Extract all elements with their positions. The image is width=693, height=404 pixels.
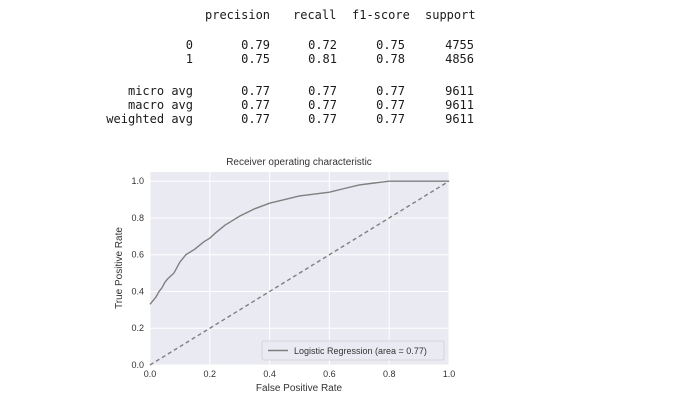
ticks: 0.0 0.2 0.4 0.6 0.8 1.0 0.0 0.2 0.4 0.6 0.8 1.0 [131, 176, 455, 379]
row-f1: 0.77 [376, 84, 405, 98]
row-f1: 0.77 [376, 112, 405, 126]
y-tick-label: 0.0 [131, 360, 144, 370]
row-recall: 0.77 [308, 84, 337, 98]
row-f1: 0.77 [376, 98, 405, 112]
chance-diagonal-line [149, 180, 450, 366]
x-axis-label: False Positive Rate [256, 383, 343, 394]
x-tick-label: 0.4 [263, 369, 276, 379]
row-support: 4856 [445, 52, 474, 66]
row-recall: 0.72 [308, 38, 337, 52]
legend: Logistic Regression (area = 0.77) [261, 340, 445, 361]
row-label: micro avg [127, 84, 193, 98]
row-precision: 0.77 [241, 98, 270, 112]
header-support: support [425, 8, 476, 22]
row-support: 9611 [445, 98, 474, 112]
x-tick-label: 1.0 [443, 369, 456, 379]
row-recall: 0.81 [308, 52, 337, 66]
x-tick-label: 0.6 [323, 369, 336, 379]
header-recall: recall [293, 8, 337, 22]
y-tick-label: 0.8 [131, 213, 144, 223]
row-precision: 0.77 [241, 112, 270, 126]
row-f1: 0.78 [376, 52, 405, 66]
legend-box [261, 340, 445, 361]
header-precision: precision [205, 8, 271, 22]
y-tick-label: 0.4 [131, 286, 144, 296]
row-label: macro avg [127, 98, 193, 112]
x-tick-label: 0.2 [204, 369, 217, 379]
row-label: 1 [185, 52, 193, 66]
y-axis-label: True Positive Rate [114, 227, 125, 309]
roc-curve-line [149, 180, 449, 305]
row-support: 9611 [445, 84, 474, 98]
header-f1-score: f1-score [352, 8, 410, 22]
row-precision: 0.79 [241, 38, 270, 52]
series-layer [149, 180, 450, 366]
row-label: weighted avg [106, 112, 193, 126]
row-recall: 0.77 [308, 112, 337, 126]
y-tick-label: 1.0 [131, 176, 144, 186]
x-tick-label: 0.0 [144, 369, 157, 379]
legend-entry: Logistic Regression (area = 0.77) [294, 346, 427, 356]
row-precision: 0.77 [241, 84, 270, 98]
row-f1: 0.75 [376, 38, 405, 52]
x-tick-label: 0.8 [383, 369, 396, 379]
chart-title: Receiver operating characteristic [226, 157, 372, 168]
y-tick-label: 0.6 [131, 250, 144, 260]
row-precision: 0.75 [241, 52, 270, 66]
row-recall: 0.77 [308, 98, 337, 112]
y-tick-label: 0.2 [131, 323, 144, 333]
row-support: 4755 [445, 38, 474, 52]
row-support: 9611 [445, 112, 474, 126]
plot-area [150, 172, 449, 365]
grid [149, 172, 450, 366]
classification-report: precision recall f1-score support 0 0.79… [0, 0, 693, 140]
row-label: 0 [185, 38, 193, 52]
